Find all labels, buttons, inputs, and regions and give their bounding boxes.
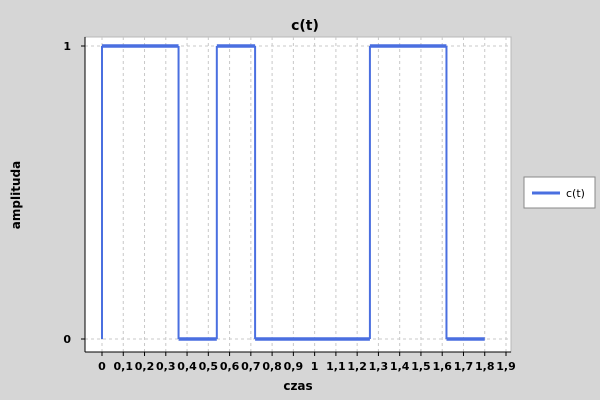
x-tick-label: 0,8 <box>262 360 282 373</box>
x-tick-label: 1,4 <box>390 360 410 373</box>
x-tick-label: 1,6 <box>432 360 452 373</box>
legend-label: c(t) <box>566 187 585 200</box>
x-tick-label: 1,2 <box>347 360 367 373</box>
plot-area <box>84 36 512 353</box>
y-ticks: 01 <box>63 40 85 346</box>
x-ticks: 0 0,1 0,2 0,3 0,4 0,5 0,6 0,7 0,8 0,9 1 1,1 1,2 1,3 1,… <box>98 352 516 373</box>
x-tick-label: 1,9 <box>496 360 516 373</box>
y-tick-label: 1 <box>63 40 71 53</box>
y-axis-label: amplituda <box>9 161 23 229</box>
x-tick-label: 0,6 <box>220 360 240 373</box>
x-tick-label: 1,7 <box>454 360 474 373</box>
x-tick-label: 0,4 <box>177 360 197 373</box>
x-tick-label: 0,7 <box>241 360 261 373</box>
x-tick-label: 1,3 <box>369 360 389 373</box>
x-tick-label: 1,1 <box>326 360 346 373</box>
x-tick-label: 0,5 <box>199 360 219 373</box>
series-layer <box>101 44 485 341</box>
x-tick-label: 0,9 <box>284 360 304 373</box>
x-tick-label: 0 <box>98 360 106 373</box>
x-tick-label: 0,1 <box>114 360 134 373</box>
y-tick-label: 0 <box>63 333 71 346</box>
x-tick-label: 1 <box>311 360 319 373</box>
series-c-t <box>101 44 485 341</box>
x-axis-label: czas <box>283 379 312 393</box>
legend: c(t) <box>523 176 596 209</box>
x-tick-label: 0,2 <box>135 360 155 373</box>
x-tick-label: 0,3 <box>156 360 176 373</box>
x-tick-label: 1,8 <box>475 360 495 373</box>
chart-title: c(t) <box>291 18 319 34</box>
axes <box>84 37 511 353</box>
x-tick-label: 1,5 <box>411 360 431 373</box>
